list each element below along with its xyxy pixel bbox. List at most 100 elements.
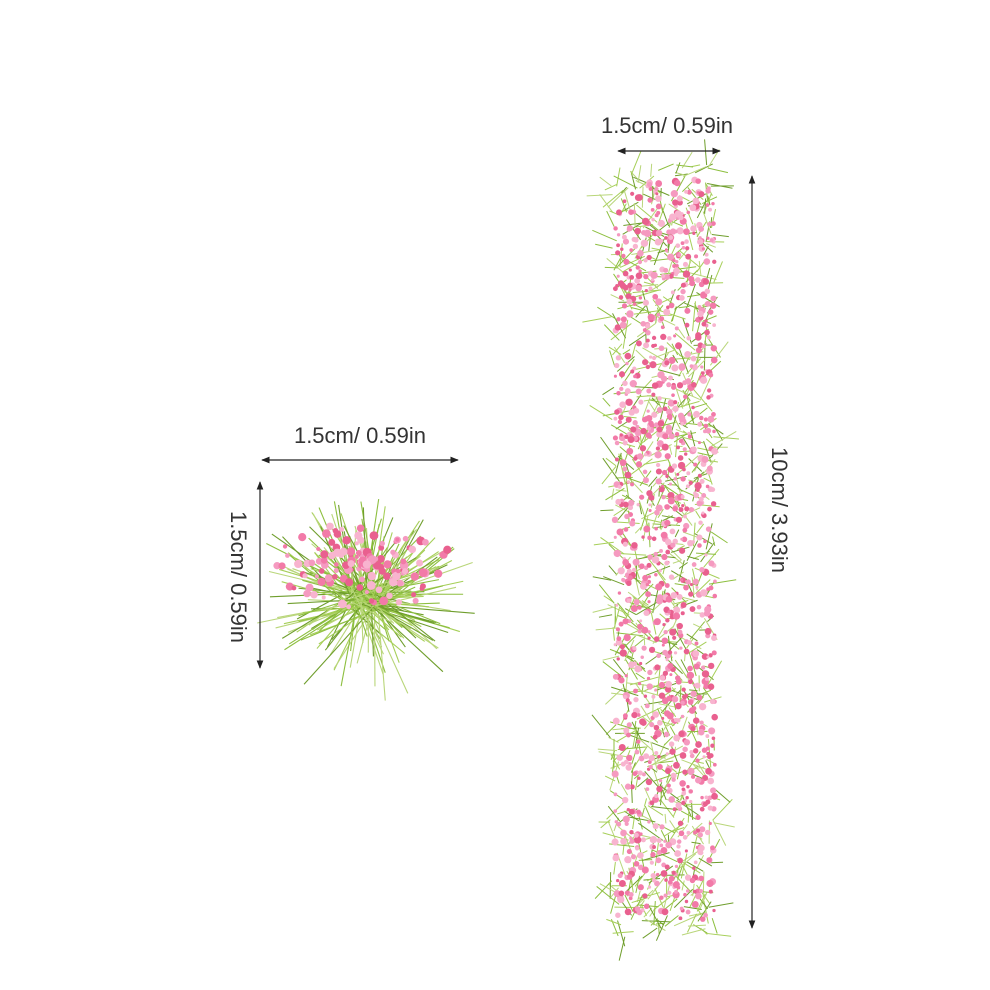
flower	[668, 416, 673, 421]
flower	[686, 830, 691, 835]
grass-blade	[677, 864, 684, 880]
flower	[698, 191, 705, 198]
grass-blade	[710, 531, 728, 544]
flower	[710, 743, 715, 748]
flower	[667, 610, 671, 614]
flower	[675, 802, 682, 809]
flower	[652, 734, 658, 740]
flower	[620, 247, 624, 251]
grass-blade	[606, 258, 627, 276]
flower	[701, 653, 709, 660]
grass-blade	[695, 510, 701, 519]
grass-blade	[682, 531, 700, 539]
flower	[706, 465, 713, 472]
flower	[676, 594, 683, 600]
grass-blade	[672, 221, 684, 227]
flower	[676, 622, 683, 630]
flower	[672, 258, 676, 263]
flower	[675, 264, 679, 268]
flower	[614, 820, 618, 824]
flower	[647, 669, 653, 676]
grass-blade	[674, 300, 686, 310]
flower	[671, 364, 679, 372]
flower	[612, 717, 620, 725]
flower	[383, 560, 392, 569]
flower	[703, 683, 709, 690]
flower	[614, 457, 619, 462]
flower	[708, 821, 712, 826]
flower	[615, 627, 620, 632]
flower	[704, 329, 710, 336]
flower	[711, 412, 716, 417]
grass-blade	[707, 183, 733, 189]
grass-blade	[617, 301, 645, 310]
flower	[634, 665, 642, 673]
flower	[396, 579, 404, 587]
grass-blade	[653, 901, 656, 926]
flower	[698, 496, 704, 502]
flower	[642, 359, 649, 366]
flower	[637, 629, 642, 634]
flower	[649, 835, 658, 844]
flower	[648, 286, 653, 291]
flower	[692, 650, 700, 658]
flower	[310, 591, 318, 599]
flower	[613, 535, 617, 539]
grass-blade	[377, 604, 475, 614]
flower	[664, 583, 670, 588]
flower	[701, 665, 706, 670]
grass-blade	[638, 500, 649, 528]
grass-blade	[681, 794, 692, 817]
flower	[636, 909, 643, 916]
flower	[626, 580, 632, 587]
flower	[675, 675, 681, 681]
flower	[699, 720, 704, 725]
grass-blade	[654, 682, 677, 692]
flower	[695, 814, 701, 821]
flower	[643, 258, 648, 263]
flower	[685, 909, 691, 915]
flower	[648, 755, 655, 762]
flower	[278, 562, 286, 570]
grass-blade	[629, 601, 655, 611]
flower	[634, 277, 641, 284]
flower	[628, 891, 634, 898]
grass-blade	[597, 748, 618, 752]
grass-blade	[602, 189, 624, 208]
grass-blade	[591, 714, 611, 739]
flower	[711, 736, 716, 741]
grass-blade	[713, 822, 735, 828]
flower	[615, 603, 619, 607]
flower	[706, 655, 710, 659]
grass-blade	[696, 199, 707, 219]
flower	[697, 543, 702, 548]
grass-blade	[674, 472, 682, 497]
flower	[648, 764, 653, 770]
flower	[639, 494, 645, 500]
grass-blade	[682, 166, 707, 177]
flower	[674, 850, 682, 857]
grass-blade	[705, 932, 732, 937]
grass-blade	[592, 606, 613, 613]
flower	[658, 568, 662, 573]
flower	[670, 290, 675, 295]
grass-blade	[352, 590, 385, 655]
grass-blade	[690, 430, 696, 447]
flower	[649, 355, 653, 359]
grass-blade	[629, 816, 656, 823]
grass-blade	[687, 808, 690, 823]
grass-blade	[609, 350, 616, 367]
grass-blade	[672, 354, 679, 363]
flower	[709, 302, 717, 309]
flower	[684, 849, 688, 853]
flower	[433, 569, 443, 578]
flower	[621, 577, 626, 582]
grass-blade	[676, 545, 685, 550]
flower	[673, 334, 677, 338]
flower	[697, 728, 705, 736]
flower	[648, 186, 653, 191]
grass-blade	[617, 920, 626, 947]
grass-blade	[674, 171, 685, 176]
flower	[704, 553, 708, 557]
grass-blade	[607, 805, 621, 822]
